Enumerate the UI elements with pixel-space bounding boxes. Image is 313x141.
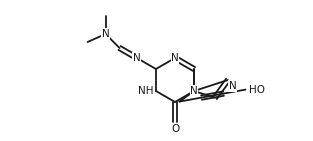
Text: HO: HO [249,85,265,95]
Text: NH: NH [138,86,154,96]
Text: N: N [171,53,179,63]
Text: N: N [102,29,110,39]
Text: N: N [190,86,198,96]
Text: N: N [229,81,237,91]
Text: N: N [133,53,141,63]
Text: O: O [171,124,179,134]
